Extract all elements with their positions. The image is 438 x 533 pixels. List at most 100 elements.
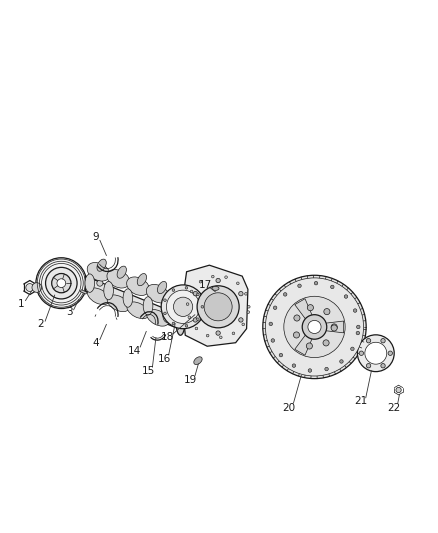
Circle shape: [323, 340, 329, 346]
Polygon shape: [295, 298, 314, 321]
Ellipse shape: [143, 297, 153, 315]
Ellipse shape: [127, 277, 149, 295]
Circle shape: [172, 322, 175, 325]
Text: 4: 4: [92, 338, 99, 348]
Circle shape: [351, 347, 354, 351]
Circle shape: [239, 318, 243, 322]
Circle shape: [331, 325, 337, 331]
Circle shape: [271, 339, 275, 342]
Ellipse shape: [212, 286, 219, 290]
Circle shape: [381, 338, 385, 343]
Circle shape: [185, 287, 188, 289]
Circle shape: [193, 318, 198, 322]
Circle shape: [293, 332, 300, 338]
Circle shape: [247, 305, 250, 308]
Circle shape: [188, 316, 191, 319]
Ellipse shape: [107, 270, 130, 288]
Text: 22: 22: [388, 402, 401, 413]
Ellipse shape: [176, 310, 185, 328]
Circle shape: [206, 334, 209, 337]
Ellipse shape: [88, 288, 110, 305]
Ellipse shape: [104, 281, 113, 300]
Ellipse shape: [127, 302, 149, 319]
Text: 15: 15: [141, 366, 155, 376]
Circle shape: [225, 276, 227, 279]
Ellipse shape: [87, 262, 110, 281]
Ellipse shape: [146, 285, 169, 303]
Circle shape: [294, 315, 300, 321]
Circle shape: [161, 285, 205, 329]
Circle shape: [186, 303, 189, 305]
Polygon shape: [322, 321, 344, 333]
Circle shape: [204, 293, 232, 321]
Circle shape: [57, 279, 66, 287]
Circle shape: [164, 312, 166, 314]
Polygon shape: [80, 290, 87, 294]
Circle shape: [172, 289, 175, 292]
Circle shape: [359, 351, 364, 356]
Ellipse shape: [123, 289, 133, 307]
Circle shape: [308, 320, 321, 334]
Circle shape: [265, 278, 364, 376]
Circle shape: [52, 273, 71, 293]
Circle shape: [190, 290, 193, 293]
Circle shape: [325, 367, 328, 371]
Text: 14: 14: [128, 345, 141, 356]
Polygon shape: [295, 332, 314, 355]
Circle shape: [216, 278, 220, 282]
Circle shape: [197, 293, 199, 296]
Ellipse shape: [194, 357, 202, 365]
Polygon shape: [182, 265, 248, 346]
Circle shape: [324, 309, 330, 314]
Circle shape: [32, 282, 42, 292]
Circle shape: [331, 285, 334, 289]
Circle shape: [273, 306, 277, 310]
Circle shape: [302, 314, 327, 339]
Circle shape: [242, 323, 244, 326]
Circle shape: [173, 297, 193, 317]
Ellipse shape: [162, 304, 172, 322]
Circle shape: [283, 293, 287, 296]
Circle shape: [314, 281, 318, 285]
Circle shape: [247, 311, 250, 313]
Text: 16: 16: [158, 354, 171, 365]
Circle shape: [26, 284, 34, 292]
Text: 1: 1: [18, 298, 25, 309]
Text: 18: 18: [161, 333, 174, 343]
Circle shape: [308, 369, 312, 372]
Ellipse shape: [147, 309, 169, 326]
Circle shape: [239, 292, 243, 296]
Circle shape: [185, 325, 188, 327]
Ellipse shape: [117, 266, 127, 278]
Text: 21: 21: [355, 397, 368, 406]
Circle shape: [356, 332, 360, 335]
Circle shape: [388, 351, 392, 356]
Circle shape: [201, 305, 204, 308]
Circle shape: [292, 364, 296, 367]
Circle shape: [269, 322, 272, 326]
Circle shape: [164, 299, 166, 302]
Circle shape: [366, 364, 371, 368]
Circle shape: [279, 353, 283, 357]
Circle shape: [396, 387, 401, 393]
Circle shape: [353, 309, 357, 312]
Circle shape: [193, 292, 198, 296]
Polygon shape: [85, 276, 182, 330]
Text: 2: 2: [37, 319, 44, 329]
Circle shape: [244, 293, 247, 295]
Circle shape: [381, 364, 385, 368]
Circle shape: [237, 282, 239, 285]
Circle shape: [344, 295, 348, 298]
Circle shape: [216, 331, 220, 335]
Circle shape: [284, 296, 345, 358]
Circle shape: [36, 258, 87, 309]
Ellipse shape: [107, 295, 129, 312]
Circle shape: [340, 360, 343, 363]
Ellipse shape: [137, 273, 147, 286]
Circle shape: [197, 318, 199, 320]
Circle shape: [219, 336, 222, 338]
Ellipse shape: [85, 274, 95, 292]
Text: 3: 3: [66, 308, 73, 318]
Circle shape: [306, 343, 312, 349]
Text: 19: 19: [184, 375, 197, 384]
